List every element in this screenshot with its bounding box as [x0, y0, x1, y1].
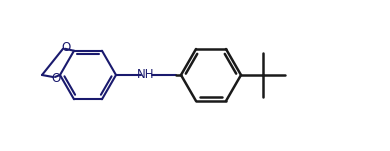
Text: O: O	[61, 41, 71, 54]
Text: NH: NH	[137, 69, 155, 82]
Text: O: O	[51, 72, 60, 85]
